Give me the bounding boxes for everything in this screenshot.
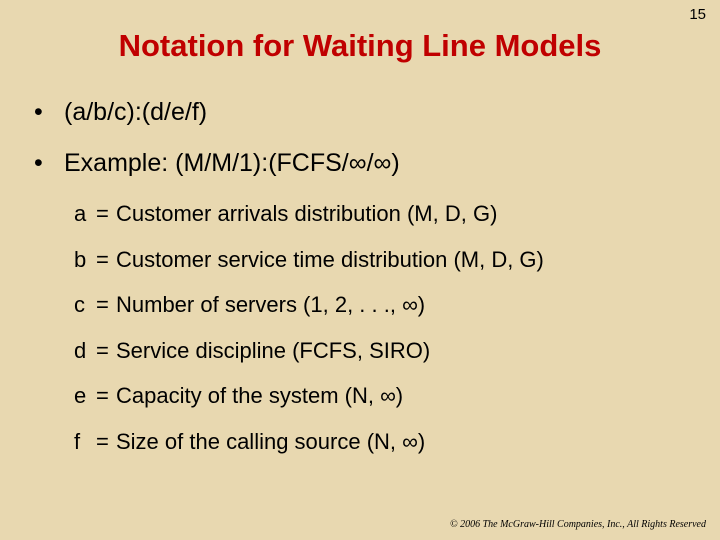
equals-sign: =	[96, 246, 116, 274]
bullet-text: Example: (M/M/1):(FCFS/∞/∞)	[64, 149, 690, 178]
bullet-item: • Example: (M/M/1):(FCFS/∞/∞)	[30, 149, 690, 178]
slide-body: • (a/b/c):(d/e/f) • Example: (M/M/1):(FC…	[0, 98, 720, 455]
definition-letter: e	[74, 382, 96, 410]
copyright-text: © 2006 The McGraw-Hill Companies, Inc., …	[450, 519, 706, 530]
bullet-dot-icon: •	[30, 149, 64, 178]
equals-sign: =	[96, 382, 116, 410]
definition-text: Customer arrivals distribution (M, D, G)	[116, 200, 690, 228]
definition-text: Customer service time distribution (M, D…	[116, 246, 690, 274]
definition-text: Service discipline (FCFS, SIRO)	[116, 337, 690, 365]
slide-title: Notation for Waiting Line Models	[30, 0, 690, 64]
definition-text: Number of servers (1, 2, . . ., ∞)	[116, 291, 690, 319]
slide: 15 Notation for Waiting Line Models • (a…	[0, 0, 720, 540]
definition-row: b = Customer service time distribution (…	[74, 246, 690, 274]
definition-text: Size of the calling source (N, ∞)	[116, 428, 690, 456]
definition-text: Capacity of the system (N, ∞)	[116, 382, 690, 410]
definition-row: e = Capacity of the system (N, ∞)	[74, 382, 690, 410]
equals-sign: =	[96, 428, 116, 456]
definition-row: c = Number of servers (1, 2, . . ., ∞)	[74, 291, 690, 319]
definition-row: a = Customer arrivals distribution (M, D…	[74, 200, 690, 228]
equals-sign: =	[96, 291, 116, 319]
equals-sign: =	[96, 200, 116, 228]
definition-letter: b	[74, 246, 96, 274]
definition-letter: f	[74, 428, 96, 456]
definition-letter: a	[74, 200, 96, 228]
equals-sign: =	[96, 337, 116, 365]
definitions-list: a = Customer arrivals distribution (M, D…	[74, 200, 690, 455]
bullet-text: (a/b/c):(d/e/f)	[64, 98, 690, 127]
page-number: 15	[689, 6, 706, 23]
definition-row: f = Size of the calling source (N, ∞)	[74, 428, 690, 456]
definition-letter: c	[74, 291, 96, 319]
bullet-dot-icon: •	[30, 98, 64, 127]
definition-row: d = Service discipline (FCFS, SIRO)	[74, 337, 690, 365]
definition-letter: d	[74, 337, 96, 365]
bullet-item: • (a/b/c):(d/e/f)	[30, 98, 690, 127]
